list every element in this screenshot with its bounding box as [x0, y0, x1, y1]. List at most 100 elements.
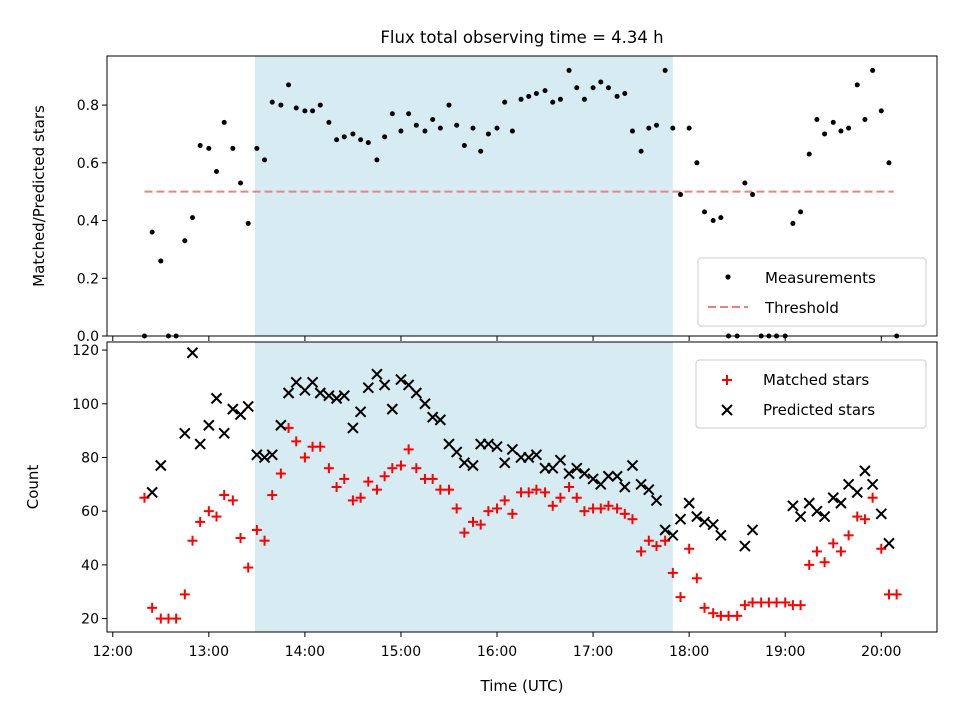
- matched-star-point: [403, 444, 414, 455]
- matched-star-point: [387, 463, 398, 474]
- measurement-point: [358, 137, 364, 143]
- measurement-point: [238, 180, 244, 186]
- measurement-point: [550, 99, 556, 105]
- cross-stroke: [458, 457, 471, 469]
- cross-stroke: [746, 524, 759, 536]
- matched-star-point: [443, 484, 454, 495]
- cross-stroke: [626, 459, 639, 472]
- cross-stroke: [554, 454, 567, 466]
- matched-star-point: [835, 546, 846, 557]
- matched-star-point: [523, 487, 534, 498]
- measurement-points: [141, 67, 900, 339]
- predicted-star-point: [667, 529, 679, 542]
- predicted-star-point: [146, 486, 158, 499]
- matched-star-point: [411, 463, 422, 474]
- predicted-star-point: [578, 467, 591, 480]
- measurement-point: [870, 67, 876, 73]
- cross-stroke: [266, 449, 278, 461]
- measurement-point: [149, 229, 155, 235]
- measurement-point: [670, 125, 676, 131]
- matched-star-point: [667, 567, 678, 578]
- cross-stroke: [650, 494, 663, 507]
- measurement-point: [221, 119, 227, 125]
- cross-stroke: [410, 387, 423, 399]
- matched-star-point: [859, 514, 870, 525]
- predicted-star-point: [395, 373, 407, 386]
- count-plot-frame: [106, 341, 938, 633]
- cross-stroke: [691, 510, 703, 523]
- measurement-point: [245, 220, 251, 226]
- cross-stroke: [362, 381, 375, 394]
- count-legend-box: [695, 359, 927, 429]
- cross-stroke: [290, 376, 302, 388]
- matched-star-point: [243, 562, 254, 573]
- predicted-star-point: [330, 392, 343, 405]
- cross-stroke: [258, 451, 271, 464]
- matched-star-point: [435, 484, 446, 495]
- predicted-star-point: [458, 457, 471, 469]
- measurement-point: [278, 102, 284, 108]
- legend-label-threshold: Threshold: [764, 299, 839, 317]
- matched-star-point: [651, 541, 662, 552]
- measurement-point: [598, 79, 604, 85]
- ratio-y-axis-label: Matched/Predicted stars: [30, 105, 48, 287]
- measurement-point: [326, 119, 332, 125]
- cross-stroke: [683, 497, 695, 509]
- measurement-point: [189, 215, 195, 221]
- matched-star-point: [555, 492, 566, 503]
- measurement-point: [629, 128, 635, 134]
- measurement-point: [461, 142, 467, 148]
- measurement-point: [646, 125, 652, 131]
- matched-star-point: [275, 468, 286, 479]
- predicted-star-point: [194, 438, 206, 450]
- predicted-star-point: [794, 510, 807, 523]
- measurement-point: [533, 91, 539, 97]
- measurement-point: [814, 117, 820, 123]
- x-tick-label: 12:00: [93, 644, 133, 660]
- cross-stroke: [347, 422, 359, 434]
- predicted-star-point: [378, 379, 391, 391]
- matched-star-point: [684, 543, 695, 554]
- cross-stroke: [563, 467, 575, 480]
- measurement-point: [806, 151, 812, 157]
- matched-star-point: [211, 511, 222, 522]
- measurement-point: [341, 134, 347, 140]
- cross-stroke: [794, 510, 807, 523]
- predicted-star-point: [258, 451, 271, 464]
- matched-star-point: [531, 484, 542, 495]
- matched-star-point: [547, 500, 558, 511]
- legend-label-measurements: Measurements: [765, 269, 876, 287]
- measurement-point: [262, 157, 268, 163]
- matched-star-point: [699, 602, 710, 613]
- cross-stroke: [883, 537, 895, 550]
- cross-stroke: [827, 492, 839, 504]
- cross-stroke: [851, 486, 863, 499]
- observing-window-shade: [254, 56, 673, 336]
- measurement-point: [398, 128, 404, 134]
- legend-marker-predicted: [721, 404, 733, 416]
- matched-star-point: [771, 597, 782, 608]
- cross-stroke: [506, 443, 519, 456]
- matched-star-point: [203, 506, 214, 517]
- predicted-star-point: [835, 497, 847, 509]
- measurement-point: [742, 180, 748, 186]
- cross-stroke: [721, 404, 733, 416]
- cross-stroke: [787, 500, 799, 512]
- cross-stroke: [386, 403, 399, 415]
- matched-star-point: [483, 506, 494, 517]
- matched-star-point: [459, 527, 470, 538]
- measurement-point: [269, 99, 275, 105]
- predicted-star-point: [523, 451, 535, 464]
- measurement-point: [574, 85, 580, 91]
- measurement-point: [886, 160, 892, 166]
- predicted-star-point: [218, 427, 230, 440]
- legend-marker-measurements: [725, 274, 731, 280]
- matched-star-point: [708, 608, 719, 619]
- measurement-point: [694, 160, 700, 166]
- measurement-point: [838, 128, 844, 134]
- measurement-point: [350, 131, 356, 137]
- matched-star-point: [283, 422, 294, 433]
- measurement-point: [197, 142, 203, 148]
- measurement-point: [862, 117, 868, 123]
- measurement-point: [158, 258, 164, 264]
